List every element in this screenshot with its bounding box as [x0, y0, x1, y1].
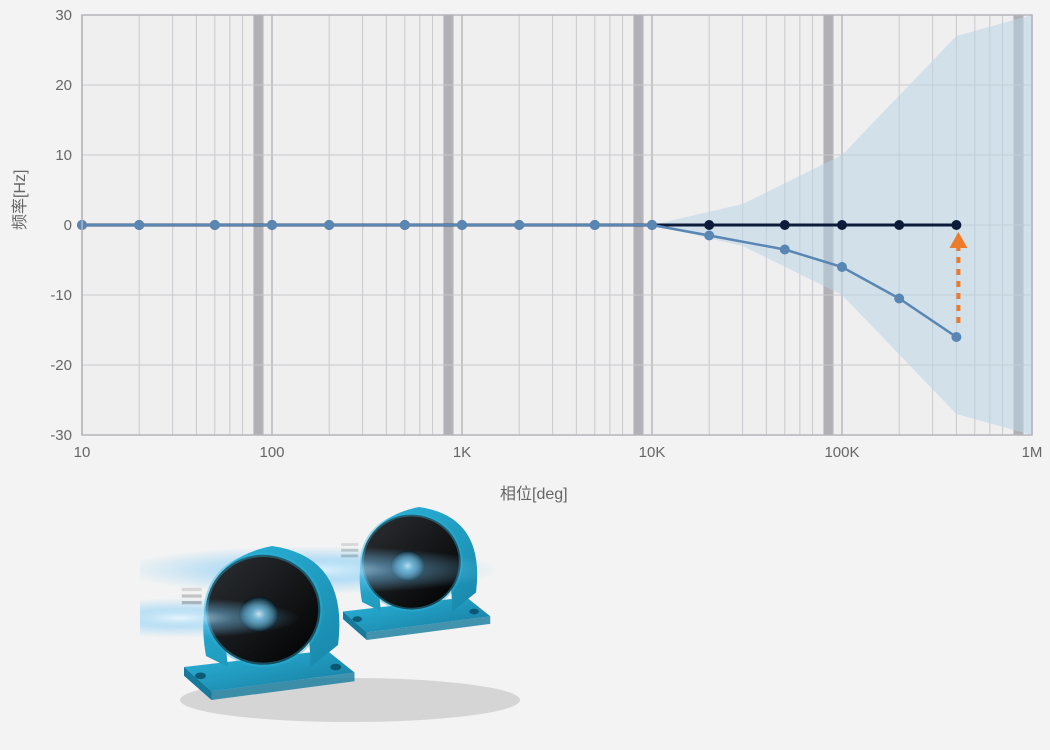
sensor-illustration: [140, 460, 560, 740]
svg-text:1M: 1M: [1022, 444, 1043, 461]
svg-text:20: 20: [55, 77, 72, 94]
y-axis-label: 频率[Hz]: [6, 170, 30, 230]
svg-text:100K: 100K: [824, 444, 859, 461]
svg-text:-10: -10: [50, 287, 72, 304]
svg-text:10: 10: [55, 147, 72, 164]
svg-text:0: 0: [64, 217, 72, 234]
svg-text:100: 100: [259, 444, 284, 461]
svg-text:30: 30: [55, 7, 72, 24]
svg-text:10K: 10K: [639, 444, 666, 461]
svg-text:-20: -20: [50, 357, 72, 374]
svg-text:10: 10: [74, 444, 91, 461]
svg-text:-30: -30: [50, 427, 72, 444]
svg-text:1K: 1K: [453, 444, 471, 461]
